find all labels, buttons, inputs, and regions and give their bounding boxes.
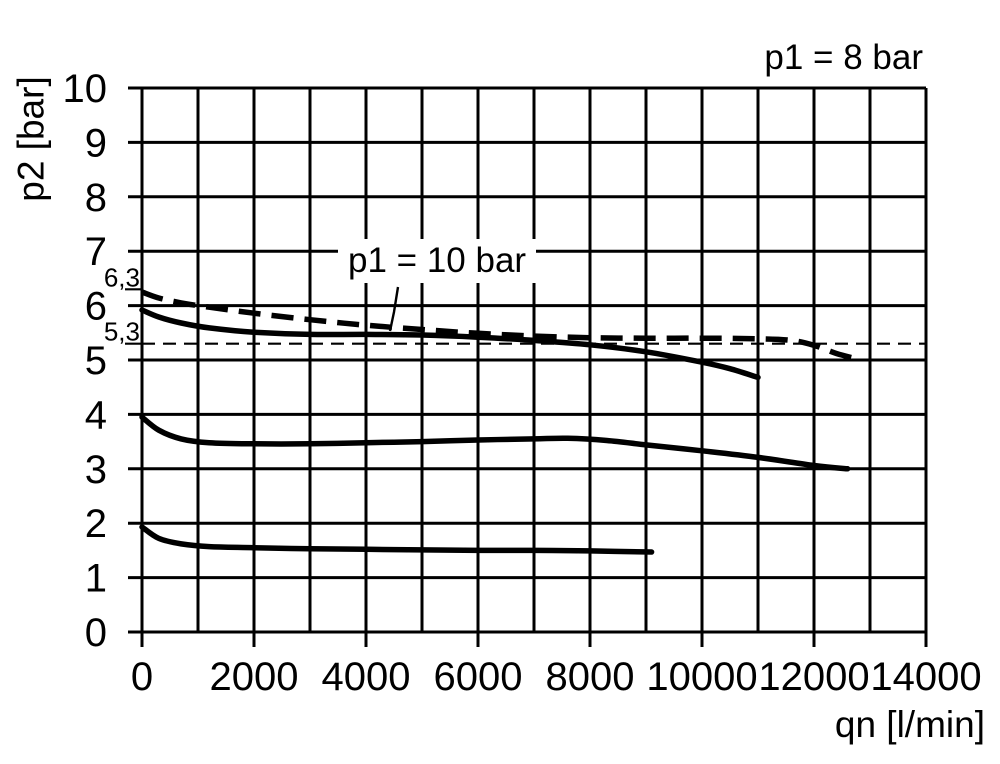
y-tick-label: 9: [85, 121, 107, 165]
annotation-leader: [388, 286, 400, 332]
x-tick-marks: [140, 632, 928, 647]
y-tick-label: 0: [85, 611, 107, 655]
special-y-label: 6,3: [104, 262, 140, 292]
x-tick-label: 10000: [646, 655, 757, 699]
x-tick-label: 0: [131, 655, 153, 699]
annotation-leader-line: [388, 286, 400, 332]
x-ticks: [140, 632, 928, 647]
y-tick-label: 3: [85, 448, 107, 492]
y-tick-label: 6: [85, 285, 107, 329]
curve-p1-8-bar: [139, 307, 761, 381]
special-y-label: 5,3: [104, 317, 140, 347]
y-tick-label: 2: [85, 502, 107, 546]
x-tick-label: 12000: [758, 655, 869, 699]
x-tick-label: 4000: [322, 655, 411, 699]
y-axis-title: p2 [bar]: [10, 76, 52, 202]
curve-series-3: [139, 414, 851, 472]
curve-p1-10-bar: [141, 289, 860, 363]
x-tick-label: 8000: [546, 655, 635, 699]
y-tick-label: 10: [63, 67, 108, 111]
y-tick-label: 7: [85, 230, 107, 274]
x-tick-label: 2000: [210, 655, 299, 699]
y-tick-label: 4: [85, 393, 107, 437]
curves: [139, 289, 860, 555]
curve-series-4: [139, 524, 655, 555]
y-tick-label: 5: [85, 339, 107, 383]
grid: [128, 86, 928, 634]
y-tick-label: 8: [85, 176, 107, 220]
special-y-marks: 6,3 5,3: [104, 262, 926, 347]
y-tick-labels: 0 1 2 3 4 5 6 7 8 9 10: [63, 67, 108, 655]
x-tick-label: 14000: [870, 655, 981, 699]
y-tick-label: 1: [85, 557, 107, 601]
grid-lines: [128, 86, 928, 634]
x-axis-title: qn [l/min]: [834, 704, 985, 745]
x-tick-labels: 0 2000 4000 6000 8000 10000 12000 14000: [131, 655, 982, 699]
x-tick-label: 6000: [434, 655, 523, 699]
annotation-p1-8-bar: p1 = 8 bar: [764, 38, 923, 77]
annotation-p1-10-bar: p1 = 10 bar: [338, 239, 537, 283]
